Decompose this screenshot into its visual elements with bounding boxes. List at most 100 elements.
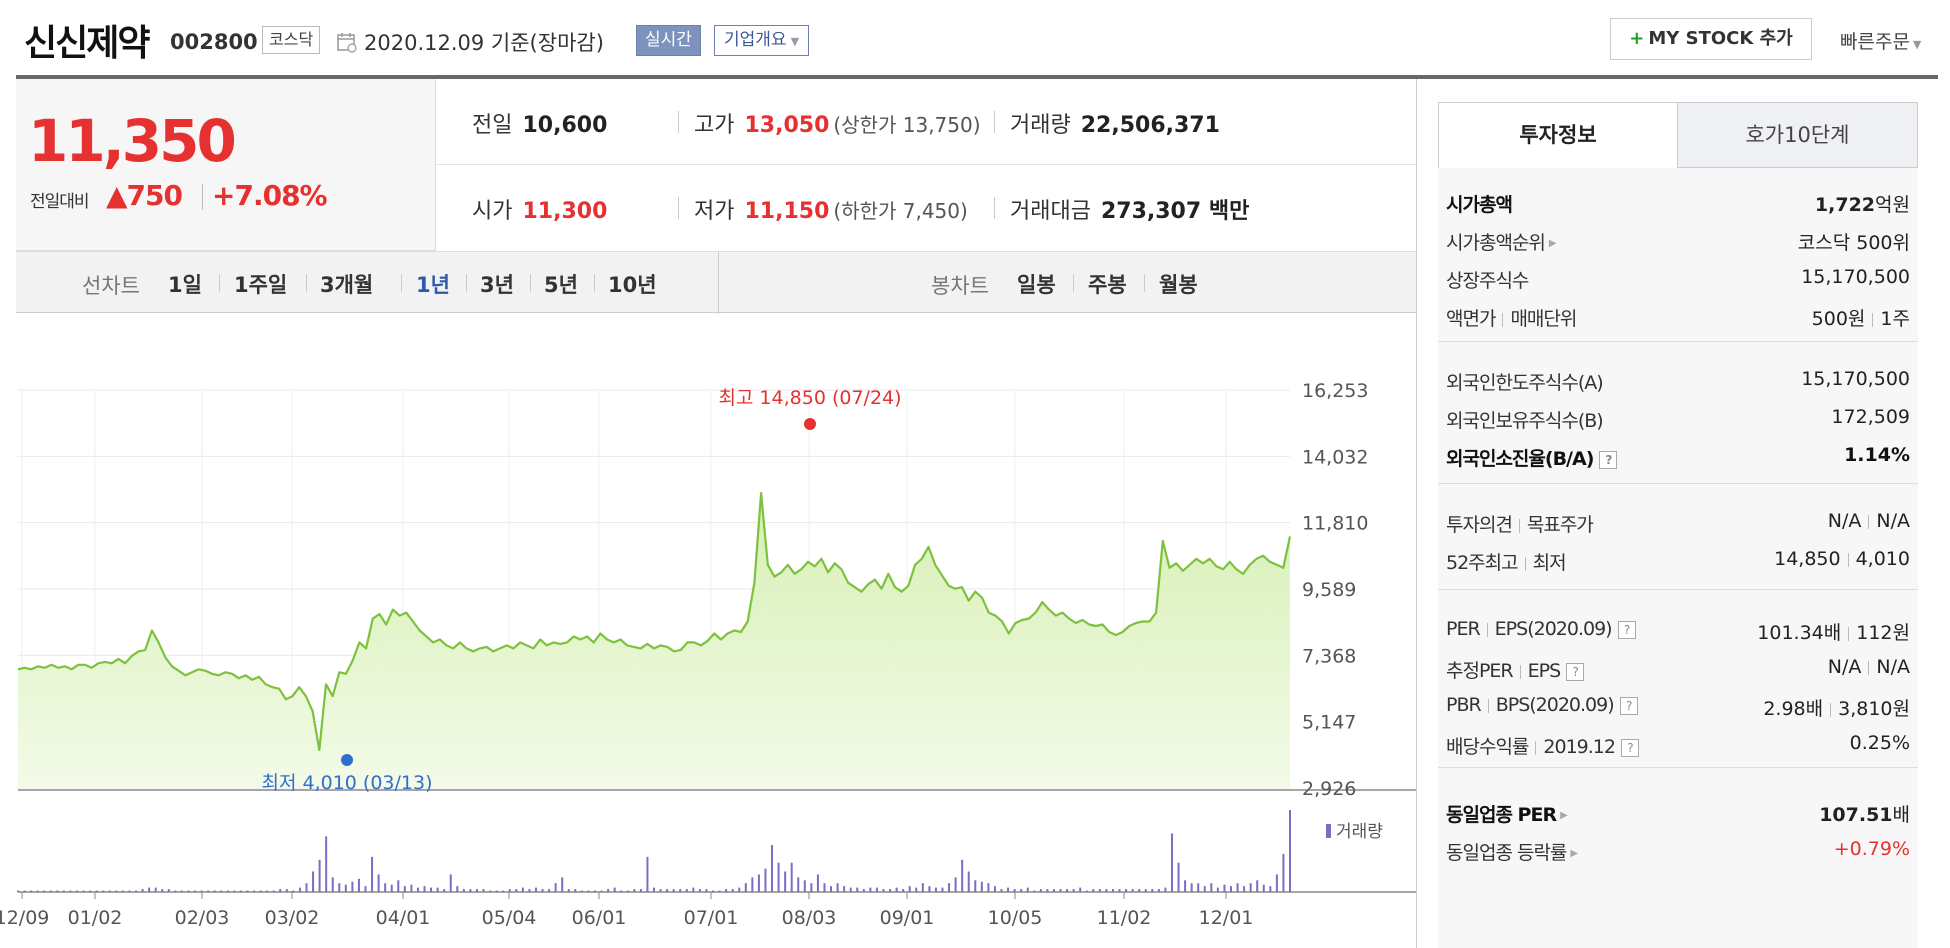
volume-bar: [744, 883, 747, 892]
volume-bar: [416, 887, 419, 892]
volume-bar: [1125, 889, 1128, 892]
volume-bar: [1085, 890, 1088, 892]
industry-change-row[interactable]: 동일업종 등락률 ▶ +0.79%: [1446, 838, 1910, 868]
divider: [219, 274, 220, 292]
divider: [1519, 664, 1521, 679]
candle-monthly[interactable]: 월봉: [1159, 273, 1198, 297]
volume-bar: [725, 889, 728, 892]
volume-bar: [279, 889, 282, 892]
volume-bar: [482, 889, 485, 892]
volume-bar: [1210, 883, 1213, 892]
volume-bar: [259, 890, 262, 892]
volume-bar: [967, 871, 970, 892]
divider: [1502, 312, 1504, 327]
help-icon[interactable]: ?: [1599, 450, 1618, 469]
help-icon[interactable]: ?: [1619, 696, 1638, 715]
volume-bar: [921, 883, 924, 892]
quick-order-button[interactable]: 빠른주문 ▼: [1840, 27, 1921, 54]
foreign-ratio-row: 외국인소진율(B/A)? 1.14%: [1446, 444, 1910, 474]
volume-bar: [626, 890, 629, 892]
realtime-button[interactable]: 실시간: [636, 25, 701, 56]
volume-bar: [1144, 889, 1147, 892]
help-icon[interactable]: ?: [1620, 738, 1639, 757]
w52-value: 14,850 4,010: [1774, 548, 1910, 570]
volume-bar: [239, 890, 242, 892]
volume-bar: [43, 890, 46, 892]
volume-label: 거래량: [1010, 113, 1071, 138]
divider: [1868, 660, 1870, 675]
est-per-label: 추정PER EPS?: [1446, 656, 1585, 683]
divider: [1518, 518, 1520, 533]
add-my-stock-button[interactable]: + MY STOCK 추가: [1610, 18, 1812, 60]
help-icon[interactable]: ?: [1617, 620, 1636, 639]
period-5y[interactable]: 5년: [544, 273, 578, 297]
market-cap-rank-row[interactable]: 시가총액순위 ▶ 코스닥 500위: [1446, 228, 1910, 258]
volume-legend-label: 거래량: [1336, 822, 1383, 842]
add-my-stock-label: MY STOCK 추가: [1648, 28, 1793, 49]
lot-label: 매매단위: [1510, 308, 1577, 330]
volume-bar: [738, 887, 741, 892]
prev-close-label: 전일: [472, 113, 513, 138]
section-opinion: 투자의견 목표주가 N/A N/A 52주최고 최저 14,850 4,010: [1438, 484, 1918, 590]
volume-bar: [305, 883, 308, 892]
volume-bar: [312, 871, 315, 892]
period-3y[interactable]: 3년: [480, 273, 514, 297]
tab-order-book[interactable]: 호가10단계: [1677, 102, 1918, 168]
period-1d[interactable]: 1일: [168, 273, 202, 297]
volume-bar: [1236, 883, 1239, 892]
volume-bar: [646, 856, 649, 892]
period-3m[interactable]: 3개월: [320, 273, 374, 297]
company-info-button[interactable]: 기업개요 ▼: [714, 25, 810, 56]
volume-bar: [548, 889, 551, 892]
volume-bar: [475, 889, 478, 892]
industry-change-value: +0.79%: [1833, 838, 1910, 860]
foreign-limit-label: 외국인한도주식수(A): [1446, 372, 1604, 394]
invest-info-panel: 투자정보 호가10단계 시가총액 1,722억원 시가총액순위 ▶ 코스닥 500위 …: [1438, 102, 1918, 948]
volume-bar: [384, 883, 387, 892]
volume-bar: [364, 886, 367, 892]
candle-weekly[interactable]: 주봉: [1088, 273, 1127, 297]
pbr-bps-label: PBR BPS(2020.09)?: [1446, 694, 1638, 716]
volume-bar: [95, 890, 98, 892]
chevron-right-icon: ▶: [1570, 848, 1578, 859]
volume-bar: [882, 889, 885, 892]
volume-bar: [810, 883, 813, 892]
calendar-icon: [337, 33, 357, 53]
open-price: 시가 11,300: [472, 193, 607, 225]
par-value: 500원: [1811, 308, 1866, 330]
volume-bar: [128, 890, 131, 892]
divider: [678, 197, 679, 219]
volume-bar: [292, 890, 295, 892]
volume-bar: [541, 889, 544, 892]
volume-bar: [213, 890, 216, 892]
volume-bar: [1000, 889, 1003, 892]
volume-bar: [993, 886, 996, 892]
open-label: 시가: [472, 199, 513, 224]
x-tick-label: 11/02: [1097, 907, 1152, 929]
volume-bar: [200, 890, 203, 892]
help-icon[interactable]: ?: [1566, 662, 1585, 681]
volume-bar: [856, 887, 859, 892]
chevron-down-icon: ▼: [1912, 38, 1922, 51]
volume-bar: [338, 883, 341, 892]
market-badge: 코스닥: [262, 26, 321, 54]
w52-high-label: 52주최고: [1446, 552, 1519, 574]
period-1w[interactable]: 1주일: [234, 273, 288, 297]
y-tick-label: 11,810: [1302, 513, 1368, 535]
par-lot-row: 액면가 매매단위 500원 1주: [1446, 304, 1910, 334]
industry-per-row[interactable]: 동일업종 PER ▶ 107.51배: [1446, 800, 1910, 830]
volume-bar: [1033, 890, 1036, 892]
volume-bar: [69, 890, 72, 892]
period-10y[interactable]: 10년: [608, 273, 657, 297]
volume-bar: [161, 889, 164, 892]
volume-bar: [1164, 887, 1167, 892]
divider: [1144, 274, 1145, 292]
current-price: 11,350: [28, 107, 237, 175]
amount-label: 거래대금: [1010, 199, 1091, 224]
volume-bar: [1098, 889, 1101, 892]
candle-daily[interactable]: 일봉: [1017, 273, 1056, 297]
period-1y[interactable]: 1년: [416, 273, 450, 297]
tab-invest-info[interactable]: 투자정보: [1438, 102, 1678, 168]
volume-bar: [961, 859, 964, 892]
volume-bar: [980, 881, 983, 892]
